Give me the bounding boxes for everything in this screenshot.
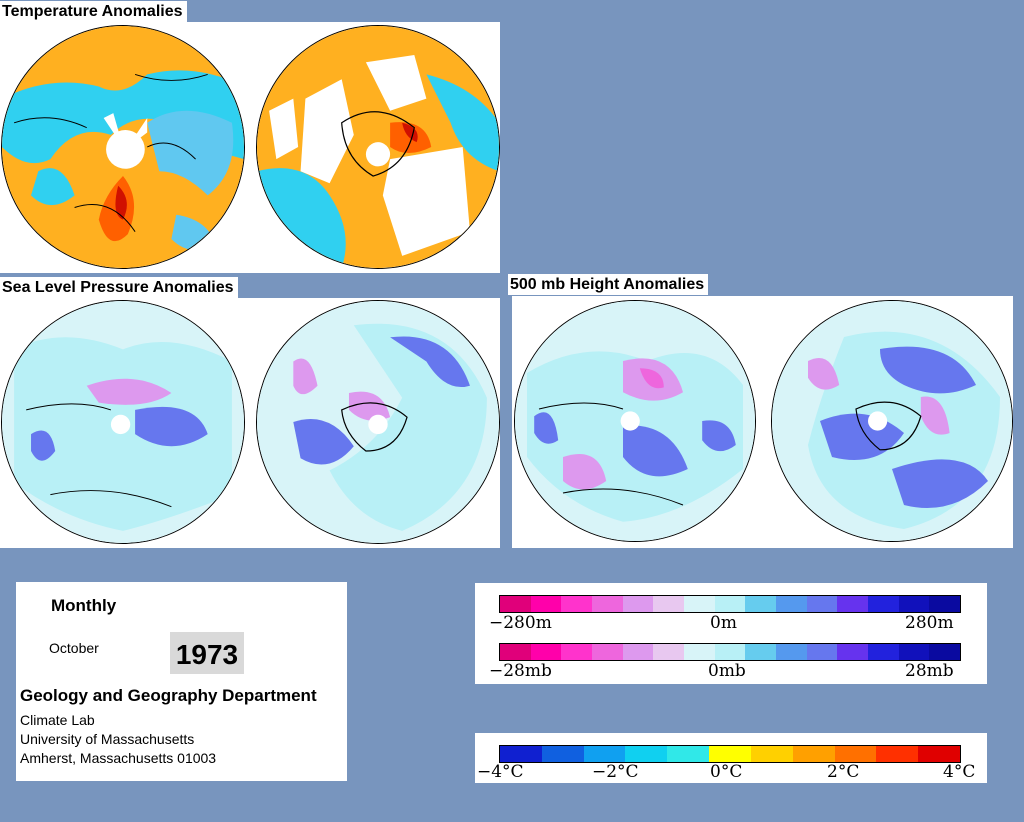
height-swatch-8 bbox=[745, 596, 777, 612]
temp-label-2: 0°C bbox=[710, 762, 743, 782]
pressure-label-min: −28mb bbox=[489, 661, 552, 681]
pressure-swatch-11 bbox=[837, 644, 869, 660]
height-swatch-3 bbox=[592, 596, 623, 612]
height-swatch-5 bbox=[653, 596, 685, 612]
address-label: Amherst, Massachusetts 01003 bbox=[20, 750, 217, 766]
lab-label: Climate Lab bbox=[20, 712, 95, 728]
pressure-swatch-1 bbox=[530, 644, 562, 660]
height-colorbar bbox=[499, 595, 961, 613]
height-swatch-1 bbox=[530, 596, 562, 612]
height-swatch-0 bbox=[500, 596, 531, 612]
temp-swatch-9 bbox=[876, 746, 919, 762]
temperature-south-globe bbox=[256, 25, 500, 269]
height-swatch-9 bbox=[776, 596, 807, 612]
slp-title: Sea Level Pressure Anomalies bbox=[0, 277, 238, 298]
height-swatch-6 bbox=[684, 596, 715, 612]
temp-swatch-6 bbox=[750, 746, 793, 762]
info-panel: Monthly October 1973 Geology and Geograp… bbox=[16, 582, 347, 781]
temp-label-0: −4°C bbox=[477, 762, 524, 782]
pressure-swatch-10 bbox=[806, 644, 838, 660]
temp-swatch-10 bbox=[918, 746, 960, 762]
height-swatch-7 bbox=[714, 596, 746, 612]
height-swatch-4 bbox=[622, 596, 654, 612]
pressure-swatch-4 bbox=[622, 644, 654, 660]
pressure-label-mid: 0mb bbox=[708, 661, 746, 681]
height-panel bbox=[512, 296, 1013, 548]
month-label: October bbox=[49, 640, 99, 656]
temp-swatch-3 bbox=[625, 746, 668, 762]
pressure-swatch-2 bbox=[561, 644, 593, 660]
pressure-swatch-3 bbox=[592, 644, 623, 660]
height-swatch-2 bbox=[561, 596, 593, 612]
temp-swatch-5 bbox=[709, 746, 751, 762]
temperature-colorbar bbox=[499, 745, 961, 763]
university-label: University of Massachusetts bbox=[20, 731, 195, 747]
temp-swatch-1 bbox=[541, 746, 584, 762]
period-label: Monthly bbox=[51, 596, 117, 615]
department-label: Geology and Geography Department bbox=[20, 686, 317, 705]
height-swatch-13 bbox=[898, 596, 930, 612]
pressure-swatch-8 bbox=[745, 644, 777, 660]
pressure-swatch-5 bbox=[653, 644, 685, 660]
height-label-max: 280m bbox=[905, 613, 954, 633]
pressure-swatch-14 bbox=[929, 644, 961, 660]
pressure-swatch-0 bbox=[500, 644, 531, 660]
temp-swatch-4 bbox=[667, 746, 710, 762]
pressure-label-max: 28mb bbox=[905, 661, 954, 681]
pressure-swatch-6 bbox=[684, 644, 715, 660]
temp-swatch-2 bbox=[583, 746, 626, 762]
height-swatch-11 bbox=[837, 596, 869, 612]
temperature-panel bbox=[0, 22, 500, 273]
temp-label-3: 2°C bbox=[827, 762, 860, 782]
height-swatch-14 bbox=[929, 596, 961, 612]
height-label-mid: 0m bbox=[710, 613, 737, 633]
height-swatch-12 bbox=[868, 596, 899, 612]
height-north-globe bbox=[514, 300, 756, 542]
pressure-colorbar bbox=[499, 643, 961, 661]
temp-swatch-0 bbox=[500, 746, 542, 762]
pressure-swatch-7 bbox=[714, 644, 746, 660]
temp-swatch-8 bbox=[834, 746, 877, 762]
slp-north-globe bbox=[1, 300, 245, 544]
temp-label-4: 4°C bbox=[943, 762, 976, 782]
pressure-swatch-12 bbox=[868, 644, 899, 660]
slp-south-globe bbox=[256, 300, 500, 544]
year-label: 1973 bbox=[170, 632, 244, 674]
anomaly-legend: −280m 0m 280m −28mb 0mb 28mb bbox=[475, 583, 987, 684]
slp-panel bbox=[0, 298, 500, 548]
pressure-swatch-9 bbox=[776, 644, 807, 660]
pressure-swatch-13 bbox=[898, 644, 930, 660]
height-south-globe bbox=[771, 300, 1013, 542]
height-title: 500 mb Height Anomalies bbox=[508, 274, 709, 295]
temperature-title: Temperature Anomalies bbox=[0, 1, 187, 22]
temp-label-1: −2°C bbox=[592, 762, 639, 782]
height-label-min: −280m bbox=[489, 613, 552, 633]
temp-swatch-7 bbox=[792, 746, 835, 762]
height-swatch-10 bbox=[806, 596, 838, 612]
temperature-north-globe bbox=[1, 25, 245, 269]
temperature-legend: −4°C −2°C 0°C 2°C 4°C bbox=[475, 733, 987, 783]
